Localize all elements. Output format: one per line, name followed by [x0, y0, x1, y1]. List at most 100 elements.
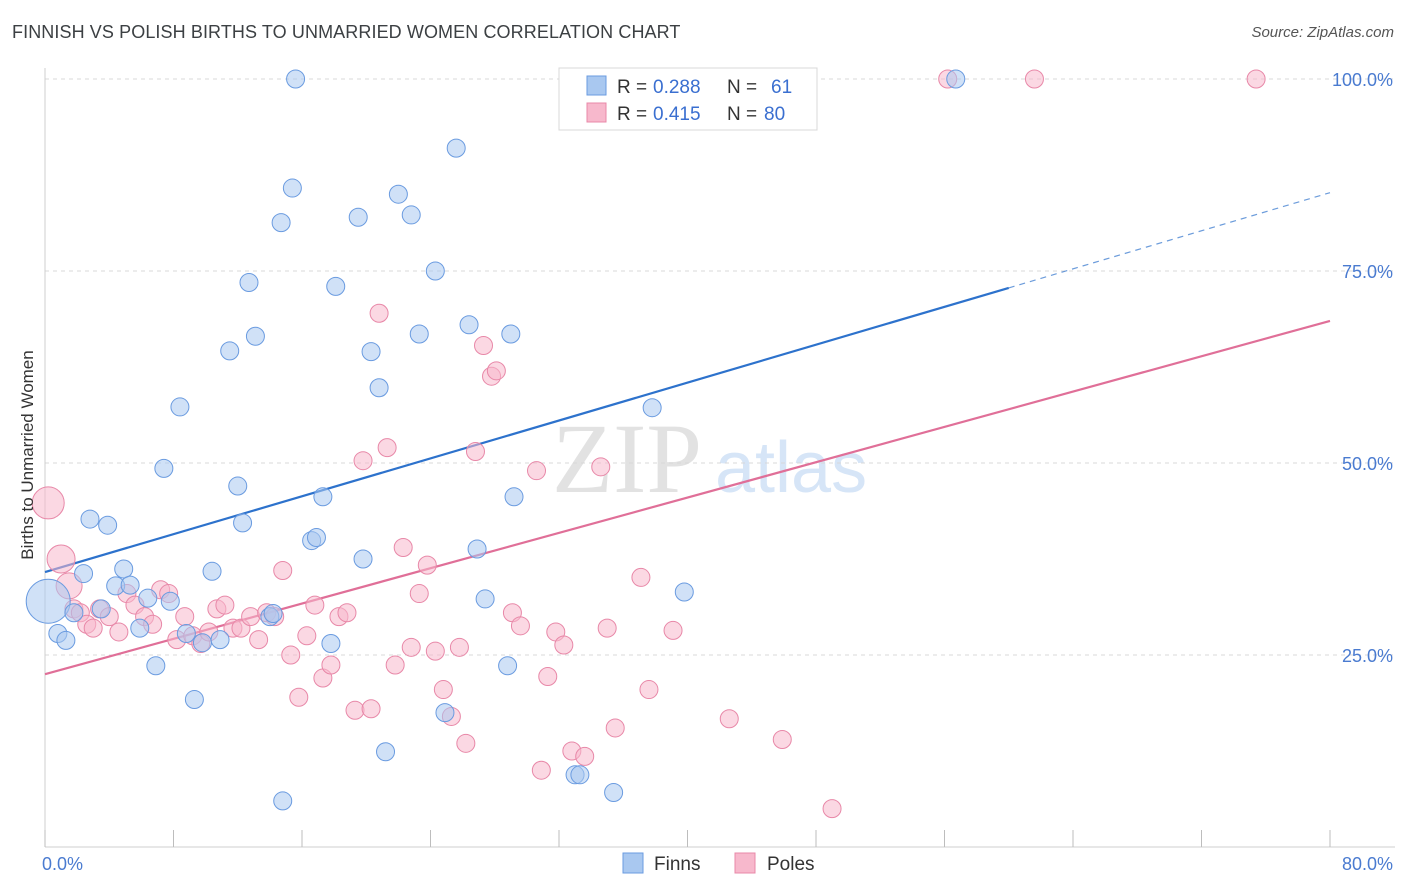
bottom-legend-finns-label: Finns — [654, 854, 700, 875]
poles-point-54 — [474, 335, 494, 355]
poles-point-47 — [417, 555, 437, 575]
finns-point-34 — [306, 527, 326, 547]
finns-point-4 — [74, 564, 94, 584]
y-tick-label-75: 75.0% — [1342, 262, 1393, 282]
finns-point-25 — [239, 273, 259, 293]
poles-point-6 — [83, 618, 103, 638]
finns-point-22 — [220, 341, 240, 361]
finns-point-45 — [409, 324, 429, 344]
finns-point-14 — [154, 458, 174, 478]
finns-point-44 — [401, 205, 421, 225]
y-tick-label-100: 100.0% — [1332, 70, 1393, 90]
finns-point-13 — [146, 656, 166, 676]
legend-finns-r-value: 0.288 — [653, 77, 701, 98]
legend-poles-n-value: 80 — [764, 104, 785, 125]
finns-point-50 — [467, 539, 487, 559]
poles-point-48 — [425, 641, 445, 661]
poles-point-40 — [361, 699, 381, 719]
finns-point-24 — [233, 513, 253, 533]
finns-point-16 — [170, 397, 190, 417]
finns-point-32 — [286, 69, 306, 89]
poles-point-67 — [597, 618, 617, 638]
finns-point-61 — [946, 69, 966, 89]
finns-point-56 — [570, 765, 590, 785]
finns-point-42 — [376, 742, 396, 762]
poles-point-51 — [449, 637, 469, 657]
finns-point-52 — [498, 656, 518, 676]
bottom-legend-poles-label: Poles — [767, 854, 815, 875]
finns-point-7 — [91, 599, 111, 619]
poles-point-9 — [109, 622, 129, 642]
poles-point-49 — [433, 680, 453, 700]
poles-point-69 — [631, 567, 651, 587]
poles-point-38 — [345, 700, 365, 720]
poles-point-30 — [281, 645, 301, 665]
poles-point-17 — [175, 607, 195, 627]
finns-point-9 — [114, 559, 134, 579]
finns-point-29 — [271, 213, 291, 233]
finns-point-40 — [361, 342, 381, 362]
finns-point-43 — [388, 184, 408, 204]
poles-point-59 — [527, 461, 547, 481]
bottom-legend-finns-swatch — [622, 852, 644, 874]
legend-poles-n-label: N = — [727, 104, 757, 125]
poles-point-44 — [393, 537, 413, 557]
legend-finns-n-value: 61 — [771, 77, 792, 98]
poles-point-52 — [456, 733, 476, 753]
legend-finns-n-label: N = — [727, 77, 757, 98]
poles-series — [31, 69, 1266, 819]
poles-point-35 — [321, 655, 341, 675]
poles-point-58 — [510, 616, 530, 636]
poles-point-63 — [554, 635, 574, 655]
finns-point-5 — [80, 509, 100, 529]
poles-point-43 — [385, 655, 405, 675]
finns-point-31 — [282, 178, 302, 198]
axes — [44, 68, 1395, 848]
legend-poles-r-value: 0.415 — [653, 104, 701, 125]
legend-poles-r-label: R = — [617, 104, 647, 125]
legend-finns-r-label: R = — [617, 77, 647, 98]
poles-point-39 — [353, 451, 373, 471]
finns-series — [25, 69, 966, 811]
watermark-zip: ZIP — [552, 403, 702, 514]
finns-point-47 — [435, 703, 455, 723]
poles-point-22 — [215, 595, 235, 615]
finns-point-20 — [202, 561, 222, 581]
poles-point-1 — [46, 544, 76, 574]
finns-point-6 — [98, 515, 118, 535]
poles-point-76 — [822, 799, 842, 819]
legend: R = 0.288 N = 61 R = 0.415 N = 80 — [558, 67, 818, 131]
finns-point-3 — [64, 603, 84, 623]
finns-point-37 — [326, 276, 346, 296]
y-tick-label-25: 25.0% — [1342, 646, 1393, 666]
finns-trend-line — [44, 286, 1010, 574]
y-tick-label-50: 50.0% — [1342, 454, 1393, 474]
finns-point-0 — [25, 578, 71, 624]
finns-point-35 — [313, 487, 333, 507]
finns-point-54 — [504, 487, 524, 507]
poles-point-65 — [575, 746, 595, 766]
finns-point-21 — [210, 630, 230, 650]
poles-point-45 — [401, 637, 421, 657]
poles-point-79 — [1246, 69, 1266, 89]
poles-point-60 — [531, 760, 551, 780]
poles-point-72 — [663, 620, 683, 640]
finns-point-12 — [138, 588, 158, 608]
poles-point-66 — [591, 457, 611, 477]
bottom-legend-poles-swatch — [734, 852, 756, 874]
finns-point-26 — [245, 326, 265, 346]
finns-point-60 — [674, 582, 694, 602]
finns-point-38 — [348, 207, 368, 227]
finns-point-46 — [425, 261, 445, 281]
poles-point-26 — [249, 630, 269, 650]
finns-point-28 — [263, 604, 283, 624]
bottom-legend: Finns Poles — [622, 852, 815, 875]
poles-point-0 — [31, 486, 65, 520]
chart-title: FINNISH VS POLISH BIRTHS TO UNMARRIED WO… — [12, 22, 681, 42]
finns-point-57 — [604, 782, 624, 802]
legend-finns-swatch — [586, 75, 607, 96]
tick-labels: 25.0% 50.0% 75.0% 100.0% 0.0% 80.0% — [42, 70, 1393, 874]
finns-trend-line-extension — [1008, 192, 1331, 289]
x-tick-label-min: 0.0% — [42, 854, 83, 874]
